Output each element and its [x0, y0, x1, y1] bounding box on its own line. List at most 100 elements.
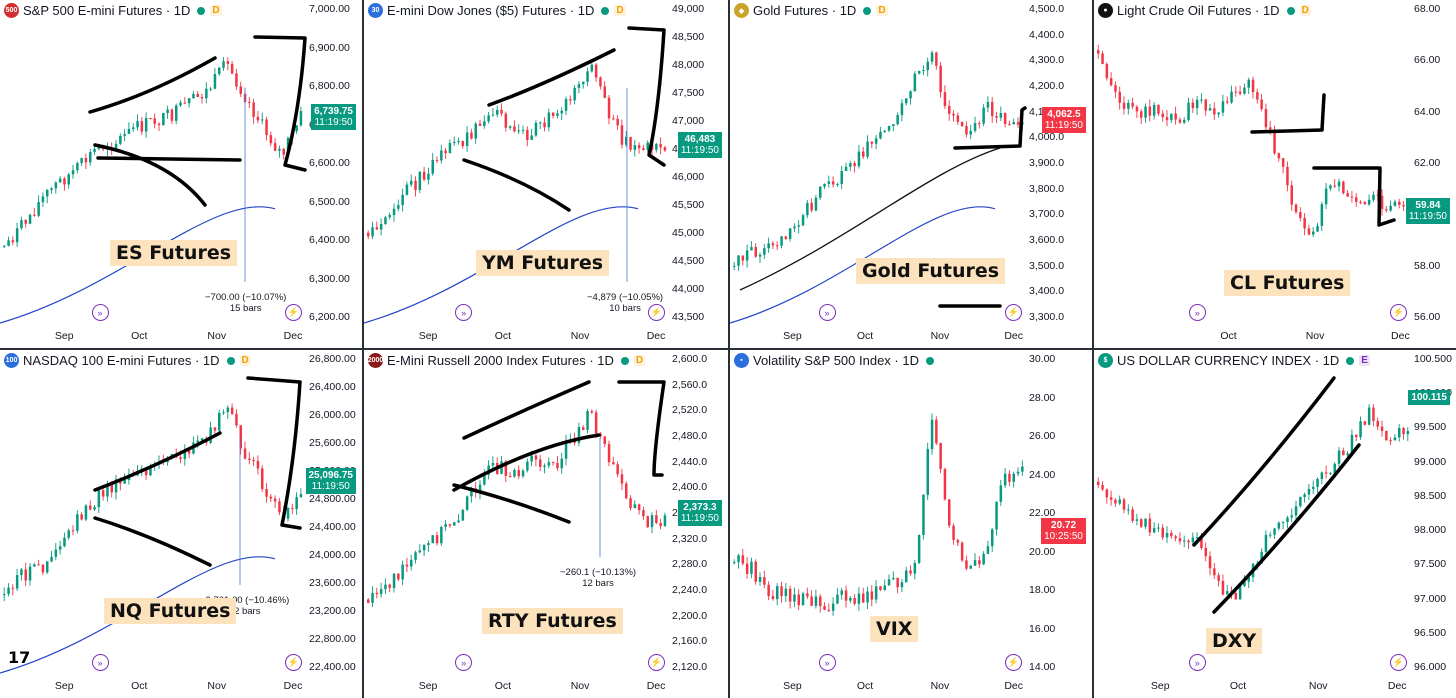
go-to-realtime-icon[interactable]: » [818, 654, 836, 671]
hand-drawn-trendline [1192, 376, 1336, 547]
candle [457, 514, 460, 524]
price-chart-dxy[interactable] [1094, 350, 1456, 698]
candle [496, 105, 499, 118]
chart-header[interactable]: ● Light Crude Oil Futures · 1D D [1098, 3, 1311, 18]
market-status-dot [863, 6, 872, 15]
candle [564, 96, 568, 115]
chart-panel-dxy[interactable]: $ US DOLLAR CURRENCY INDEX · 1D E 100.500 10… [1094, 350, 1456, 698]
symbol-title[interactable]: E-Mini Russell 2000 Index Futures · 1D [387, 353, 614, 368]
panel-divider[interactable] [0, 348, 1456, 350]
chart-panel-vix[interactable]: ▪ Volatility S&P 500 Index · 1D 30.00 28.00… [730, 350, 1092, 698]
candle [41, 192, 45, 207]
lightning-icon[interactable]: ⚡ [285, 654, 302, 671]
candle [54, 543, 58, 561]
tradingview-logo[interactable]: 17 [8, 648, 31, 667]
candle [637, 142, 641, 154]
price-chart-cl[interactable] [1094, 0, 1456, 348]
y-axis-tick: 6,300.00 [309, 272, 350, 285]
chart-header[interactable]: $ US DOLLAR CURRENCY INDEX · 1D E [1098, 353, 1370, 368]
symbol-title[interactable]: Gold Futures · 1D [753, 3, 857, 18]
go-to-realtime-icon[interactable]: » [1188, 654, 1206, 671]
chart-header[interactable]: 30 E-mini Dow Jones ($5) Futures · 1D D [368, 3, 626, 18]
price-chart-es[interactable] [0, 0, 362, 348]
candle [235, 68, 238, 90]
chart-panel-rty[interactable]: −260.1 (−10.13%) 12 bars 2000 E-Mini Russel… [364, 350, 728, 698]
chart-label: RTY Futures [482, 608, 623, 634]
go-to-realtime-icon[interactable]: » [818, 304, 836, 321]
candle [1161, 524, 1164, 540]
x-axis-tick: Oct [494, 680, 512, 692]
go-to-realtime-icon[interactable]: » [1188, 304, 1206, 321]
x-axis-tick: Nov [1308, 680, 1328, 692]
candle [1376, 189, 1379, 201]
symbol-title[interactable]: S&P 500 E-mini Futures · 1D [23, 3, 191, 18]
price-chart-gold[interactable] [730, 0, 1092, 348]
candle [745, 557, 749, 579]
lightning-icon[interactable]: ⚡ [1005, 654, 1022, 671]
last-price-tag: 4,062.5 11:19:50 [1041, 107, 1086, 133]
chart-header[interactable]: 2000 E-Mini Russell 2000 Index Futures · … [368, 353, 646, 368]
data-delay-badge: D [633, 355, 646, 366]
symbol-title[interactable]: Volatility S&P 500 Index · 1D [753, 353, 919, 368]
price-chart-vix[interactable] [730, 350, 1092, 698]
candle [784, 582, 788, 602]
y-axis-tick: 2,240.0 [672, 584, 708, 596]
last-price-tag: 46,483 11:19:50 [677, 132, 722, 158]
symbol-title[interactable]: Light Crude Oil Futures · 1D [1117, 3, 1280, 18]
symbol-title[interactable]: US DOLLAR CURRENCY INDEX · 1D [1117, 353, 1340, 368]
lightning-icon[interactable]: ⚡ [1390, 654, 1407, 671]
symbol-title[interactable]: NASDAQ 100 E-mini Futures · 1D [23, 353, 220, 368]
candle [1359, 200, 1362, 205]
candle [991, 96, 994, 123]
candle [222, 56, 225, 71]
price-chart-nq[interactable] [0, 350, 362, 698]
symbol-logo-icon: 100 [4, 353, 19, 368]
candle [1247, 77, 1250, 94]
candle [1333, 179, 1336, 189]
chart-panel-nq[interactable]: −2,761.00 (−10.46%) 12 bars 100 NASDAQ 100 … [0, 350, 362, 698]
candle [1187, 97, 1190, 122]
price-chart-rty[interactable] [364, 350, 728, 698]
candle [866, 586, 869, 610]
chart-panel-ym[interactable]: −4,879 (−10.05%) 10 bars 30 E-mini Dow Jone… [364, 0, 728, 348]
candle [1277, 521, 1281, 531]
chart-panel-es[interactable]: −700.00 (−10.07%) 15 bars 500 S&P 500 E-min… [0, 0, 362, 348]
symbol-title[interactable]: E-mini Dow Jones ($5) Futures · 1D [387, 3, 595, 18]
hand-drawn-trendline [93, 431, 222, 492]
chart-header[interactable]: ▪ Volatility S&P 500 Index · 1D [734, 353, 934, 368]
lightning-icon[interactable]: ⚡ [1005, 304, 1022, 321]
y-axis-tick: 24,400.00 [309, 521, 356, 533]
lightning-icon[interactable]: ⚡ [1390, 304, 1407, 321]
chart-header[interactable]: 100 NASDAQ 100 E-mini Futures · 1D D [4, 353, 251, 368]
candle [192, 91, 195, 99]
lightning-icon[interactable]: ⚡ [648, 654, 665, 671]
candle [1148, 99, 1152, 122]
lightning-icon[interactable]: ⚡ [285, 304, 302, 321]
go-to-realtime-icon[interactable]: » [91, 654, 109, 671]
candle [1303, 213, 1306, 236]
candle [269, 494, 273, 503]
lightning-icon[interactable]: ⚡ [648, 304, 665, 321]
measure-value: −260.1 (−10.13%) [560, 567, 637, 578]
candle [440, 525, 443, 546]
go-to-realtime-icon[interactable]: » [91, 304, 109, 321]
candle [431, 535, 434, 544]
y-axis-tick: 25,600.00 [309, 437, 356, 449]
chart-panel-gold[interactable]: ◆ Gold Futures · 1D D 4,500.0 4,400.0 4,300.0… [730, 0, 1092, 348]
candle [444, 519, 447, 532]
candle [642, 506, 645, 520]
y-axis-tick: 44,500 [672, 255, 705, 267]
y-axis-tick: 2,560.0 [672, 378, 708, 391]
last-price-tag: 100.115 [1408, 390, 1450, 405]
x-axis-tick: Dec [1004, 330, 1024, 342]
go-to-realtime-icon[interactable]: » [455, 654, 473, 671]
chart-header[interactable]: ◆ Gold Futures · 1D D [734, 3, 888, 18]
price-chart-ym[interactable] [364, 0, 728, 348]
chart-panel-cl[interactable]: ● Light Crude Oil Futures · 1D D 68.00 66.00… [1094, 0, 1456, 348]
candle [1101, 481, 1104, 492]
candle [1320, 471, 1324, 485]
chart-header[interactable]: 500 S&P 500 E-mini Futures · 1D D [4, 3, 222, 18]
candle [1243, 83, 1246, 95]
go-to-realtime-icon[interactable]: » [455, 304, 473, 321]
hand-drawn-trendline [1212, 443, 1361, 614]
